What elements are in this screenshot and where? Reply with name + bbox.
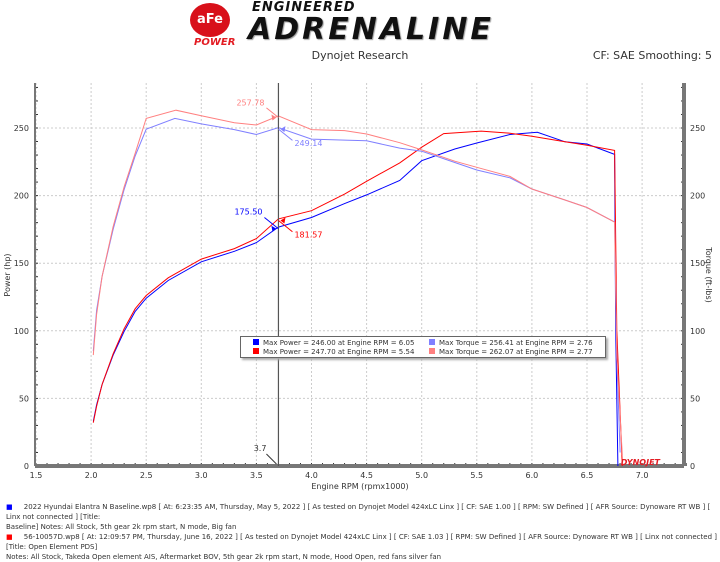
y-tick-label: 50 [19,394,29,403]
afe-logo-badge: aFe [190,3,230,37]
x-tick-label: 7.0 [636,471,649,480]
run1-line2: Baseline] Notes: All Stock, 5th gear 2k … [6,523,237,531]
run2-line2: Notes: All Stock, Takeda Open element AI… [6,553,442,561]
x-tick-label: 2.5 [140,471,153,480]
y2-tick-label: 50 [690,394,700,403]
x-tick-label: 6.5 [581,471,594,480]
tagline-top: ENGINEERED [252,0,356,15]
legend-text: Max Power = 246.00 at Engine RPM = 6.05 [263,339,415,347]
x-tick-label: 4.0 [305,471,318,480]
cursor-value-marker [271,225,277,232]
legend-item-power_mod: Max Power = 247.70 at Engine RPM = 5.54 [253,348,429,356]
series-torque_mod [92,109,623,456]
x-tick-label: 5.5 [470,471,483,480]
afe-power-text: POWER [194,37,236,48]
x-tick-label: 6.0 [526,471,539,480]
y-tick-label: 250 [14,124,29,133]
cursor-value-marker [271,114,277,121]
correction-factor: CF: SAE Smoothing: 5 [592,49,712,62]
x-tick-label: 2.0 [85,471,98,480]
y2-tick-label: 250 [690,124,705,133]
legend-swatch [253,348,259,354]
y-tick-label: 200 [14,192,29,201]
y-tick-label: 100 [14,327,29,336]
cursor-value-pointer [266,107,279,118]
legend-item-torque_base: Max Torque = 256.41 at Engine RPM = 2.76 [429,339,609,347]
x-axis-label: Engine RPM (rpmx1000) [311,482,408,491]
y2-tick-label: 0 [690,462,695,471]
legend-item-torque_mod: Max Torque = 262.07 at Engine RPM = 2.77 [429,348,609,356]
x-tick-label: 3.0 [195,471,208,480]
x-tick-label: 3.5 [250,471,263,480]
dynojet-watermark: DYNOJET [621,458,661,467]
y-tick-label: 150 [14,259,29,268]
run2-line1: ■ 56-10057D.wp8 [ At: 12:09:57 PM, Thurs… [6,533,717,551]
y2-axis-label: Torque (ft-lbs) [704,246,713,303]
x-tick-label: 1.5 [30,471,43,480]
cursor-value-marker [280,217,286,224]
legend-text: Max Power = 247.70 at Engine RPM = 5.54 [263,348,415,356]
cursor-rpm-label: 3.7 [254,444,267,453]
y2-tick-label: 100 [690,327,705,336]
cursor-rpm-pointer [266,453,277,465]
y-axis-label: Power (hp) [3,253,12,296]
cursor-value-label: 181.57 [294,231,322,240]
y2-tick-label: 200 [690,192,705,201]
series-power_mod [92,130,623,467]
cursor-value-marker [280,126,286,133]
legend-swatch [429,348,435,354]
legend-text: Max Torque = 262.07 at Engine RPM = 2.77 [439,348,593,356]
chart-subtitle: Dynojet Research [311,49,409,62]
cursor-value-pointer [278,220,293,233]
y-tick-label: 0 [24,462,29,471]
legend-swatch [253,339,259,345]
run1-line1: ■ 2022 Hyundai Elantra N Baseline.wp8 [ … [6,503,711,521]
dyno-chart: 1.5 2.0 2.5 3.0 3.5 4.0 4.5 5.0 5.5 6.0 6.5 7.0 0 0 50… [3,83,713,491]
legend-text: Max Torque = 256.41 at Engine RPM = 2.76 [439,339,593,347]
cursor-value-pointer [278,128,293,141]
y2-tick-label: 150 [690,259,705,268]
series-power_base [92,131,619,467]
cursor-value-pointer [264,217,279,230]
run-notes: ■ 2022 Hyundai Elantra N Baseline.wp8 [ … [6,502,720,562]
legend-item-power_base: Max Power = 246.00 at Engine RPM = 6.05 [253,339,429,347]
cursor-value-label: 175.50 [234,208,262,217]
tagline-main: ADRENALINE [248,12,494,47]
x-tick-label: 5.0 [415,471,428,480]
legend-swatch [429,339,435,345]
cursor-value-label: 249.14 [294,139,322,148]
x-tick-label: 4.5 [360,471,373,480]
series-torque_base [92,117,621,453]
legend: Max Power = 246.00 at Engine RPM = 6.05 M… [240,336,606,358]
cursor-value-label: 257.78 [236,98,264,107]
